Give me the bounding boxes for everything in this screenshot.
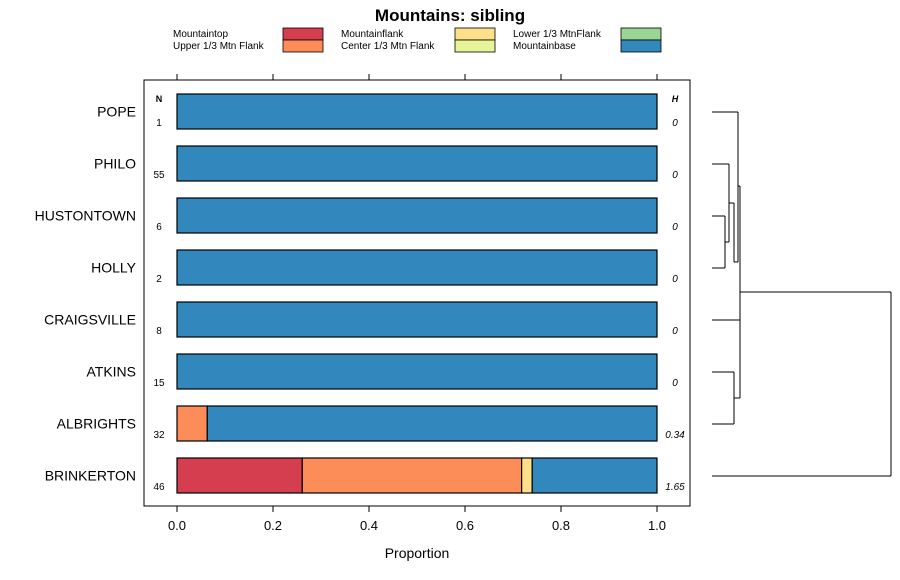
bar-segment-craigsville-mountainbase (176, 301, 658, 338)
legend-label-mountainflank: Mountainflank (341, 29, 404, 40)
n-value-albrights: 32 (153, 430, 165, 441)
bar-segment-albrights-upper-1-3-mtn-flank (176, 405, 208, 442)
bar-segment-albrights-mountainbase (206, 405, 658, 442)
h-value-hustontown: 0 (672, 222, 678, 233)
chart-title: Mountains: sibling (375, 6, 525, 25)
category-label-hustontown: HUSTONTOWN (35, 208, 136, 224)
bar-segment-philo-mountainbase (176, 145, 658, 182)
bar-segment-pope-mountainbase (176, 93, 658, 130)
h-value-craigsville: 0 (672, 326, 678, 337)
legend-label-lower-1-3-mtnflank: Lower 1/3 MtnFlank (513, 29, 602, 40)
h-value-holly: 0 (672, 274, 678, 285)
x-axis: 0.0 0.2 0.4 0.6 0.8 1.0 (168, 74, 666, 533)
n-value-pope: 1 (156, 118, 162, 129)
bar-segment-brinkerton-upper-1-3-mtn-flank (301, 457, 523, 494)
legend-swatch-upper-1-3-mtn-flank (282, 39, 324, 53)
x-tick-label-3: 0.6 (456, 518, 474, 533)
bar-segment-brinkerton-mountaintop (176, 457, 303, 494)
h-header: H (672, 94, 679, 104)
x-tick-label-5: 1.0 (648, 518, 666, 533)
category-label-craigsville: CRAIGSVILLE (44, 312, 136, 328)
x-tick-label-2: 0.4 (360, 518, 378, 533)
legend-label-mountainbase: Mountainbase (513, 41, 576, 52)
n-value-atkins: 15 (153, 378, 165, 389)
n-value-holly: 2 (156, 274, 162, 285)
x-tick-label-1: 0.2 (264, 518, 282, 533)
legend-swatch-mountaintop (282, 27, 324, 41)
category-label-brinkerton: BRINKERTON (45, 468, 136, 484)
x-axis-label: Proportion (385, 545, 450, 561)
bars: POPE 1 0 PHILO 55 0 HUSTONTOWN 6 0 HOLLY 2 0 CRAIGSV… (35, 93, 685, 494)
h-value-pope: 0 (672, 118, 678, 129)
category-label-philo: PHILO (94, 156, 136, 172)
category-label-holly: HOLLY (91, 260, 137, 276)
category-label-atkins: ATKINS (86, 364, 136, 380)
category-label-pope: POPE (97, 104, 136, 120)
legend-swatch-lower-1-3-mtnflank (620, 27, 662, 41)
h-value-brinkerton: 1.65 (665, 482, 685, 493)
h-value-albrights: 0.34 (665, 430, 685, 441)
bar-segment-hustontown-mountainbase (176, 197, 658, 234)
legend-label-upper-1-3-mtn-flank: Upper 1/3 Mtn Flank (173, 41, 265, 52)
bar-segment-brinkerton-mountainflank (521, 457, 533, 494)
bar-segment-atkins-mountainbase (176, 353, 658, 390)
x-tick-label-0: 0.0 (168, 518, 186, 533)
legend-label-center-1-3-mtn-flank: Center 1/3 Mtn Flank (341, 41, 435, 52)
h-value-atkins: 0 (672, 378, 678, 389)
n-value-philo: 55 (153, 170, 165, 181)
bar-segment-brinkerton-mountainbase (531, 457, 658, 494)
category-label-albrights: ALBRIGHTS (57, 416, 136, 432)
x-tick-label-4: 0.8 (552, 518, 570, 533)
legend-swatch-center-1-3-mtn-flank (454, 39, 496, 53)
legend-label-mountaintop: Mountaintop (173, 29, 228, 40)
n-value-hustontown: 6 (156, 222, 162, 233)
legend-swatch-mountainflank (454, 27, 496, 41)
legend-swatch-mountainbase (620, 39, 662, 53)
bar-segment-holly-mountainbase (176, 249, 658, 286)
n-value-brinkerton: 46 (153, 482, 165, 493)
plot-frame (143, 79, 691, 507)
n-header: N (156, 94, 163, 104)
h-value-philo: 0 (672, 170, 678, 181)
n-value-craigsville: 8 (156, 326, 162, 337)
dendrogram (712, 111, 892, 477)
